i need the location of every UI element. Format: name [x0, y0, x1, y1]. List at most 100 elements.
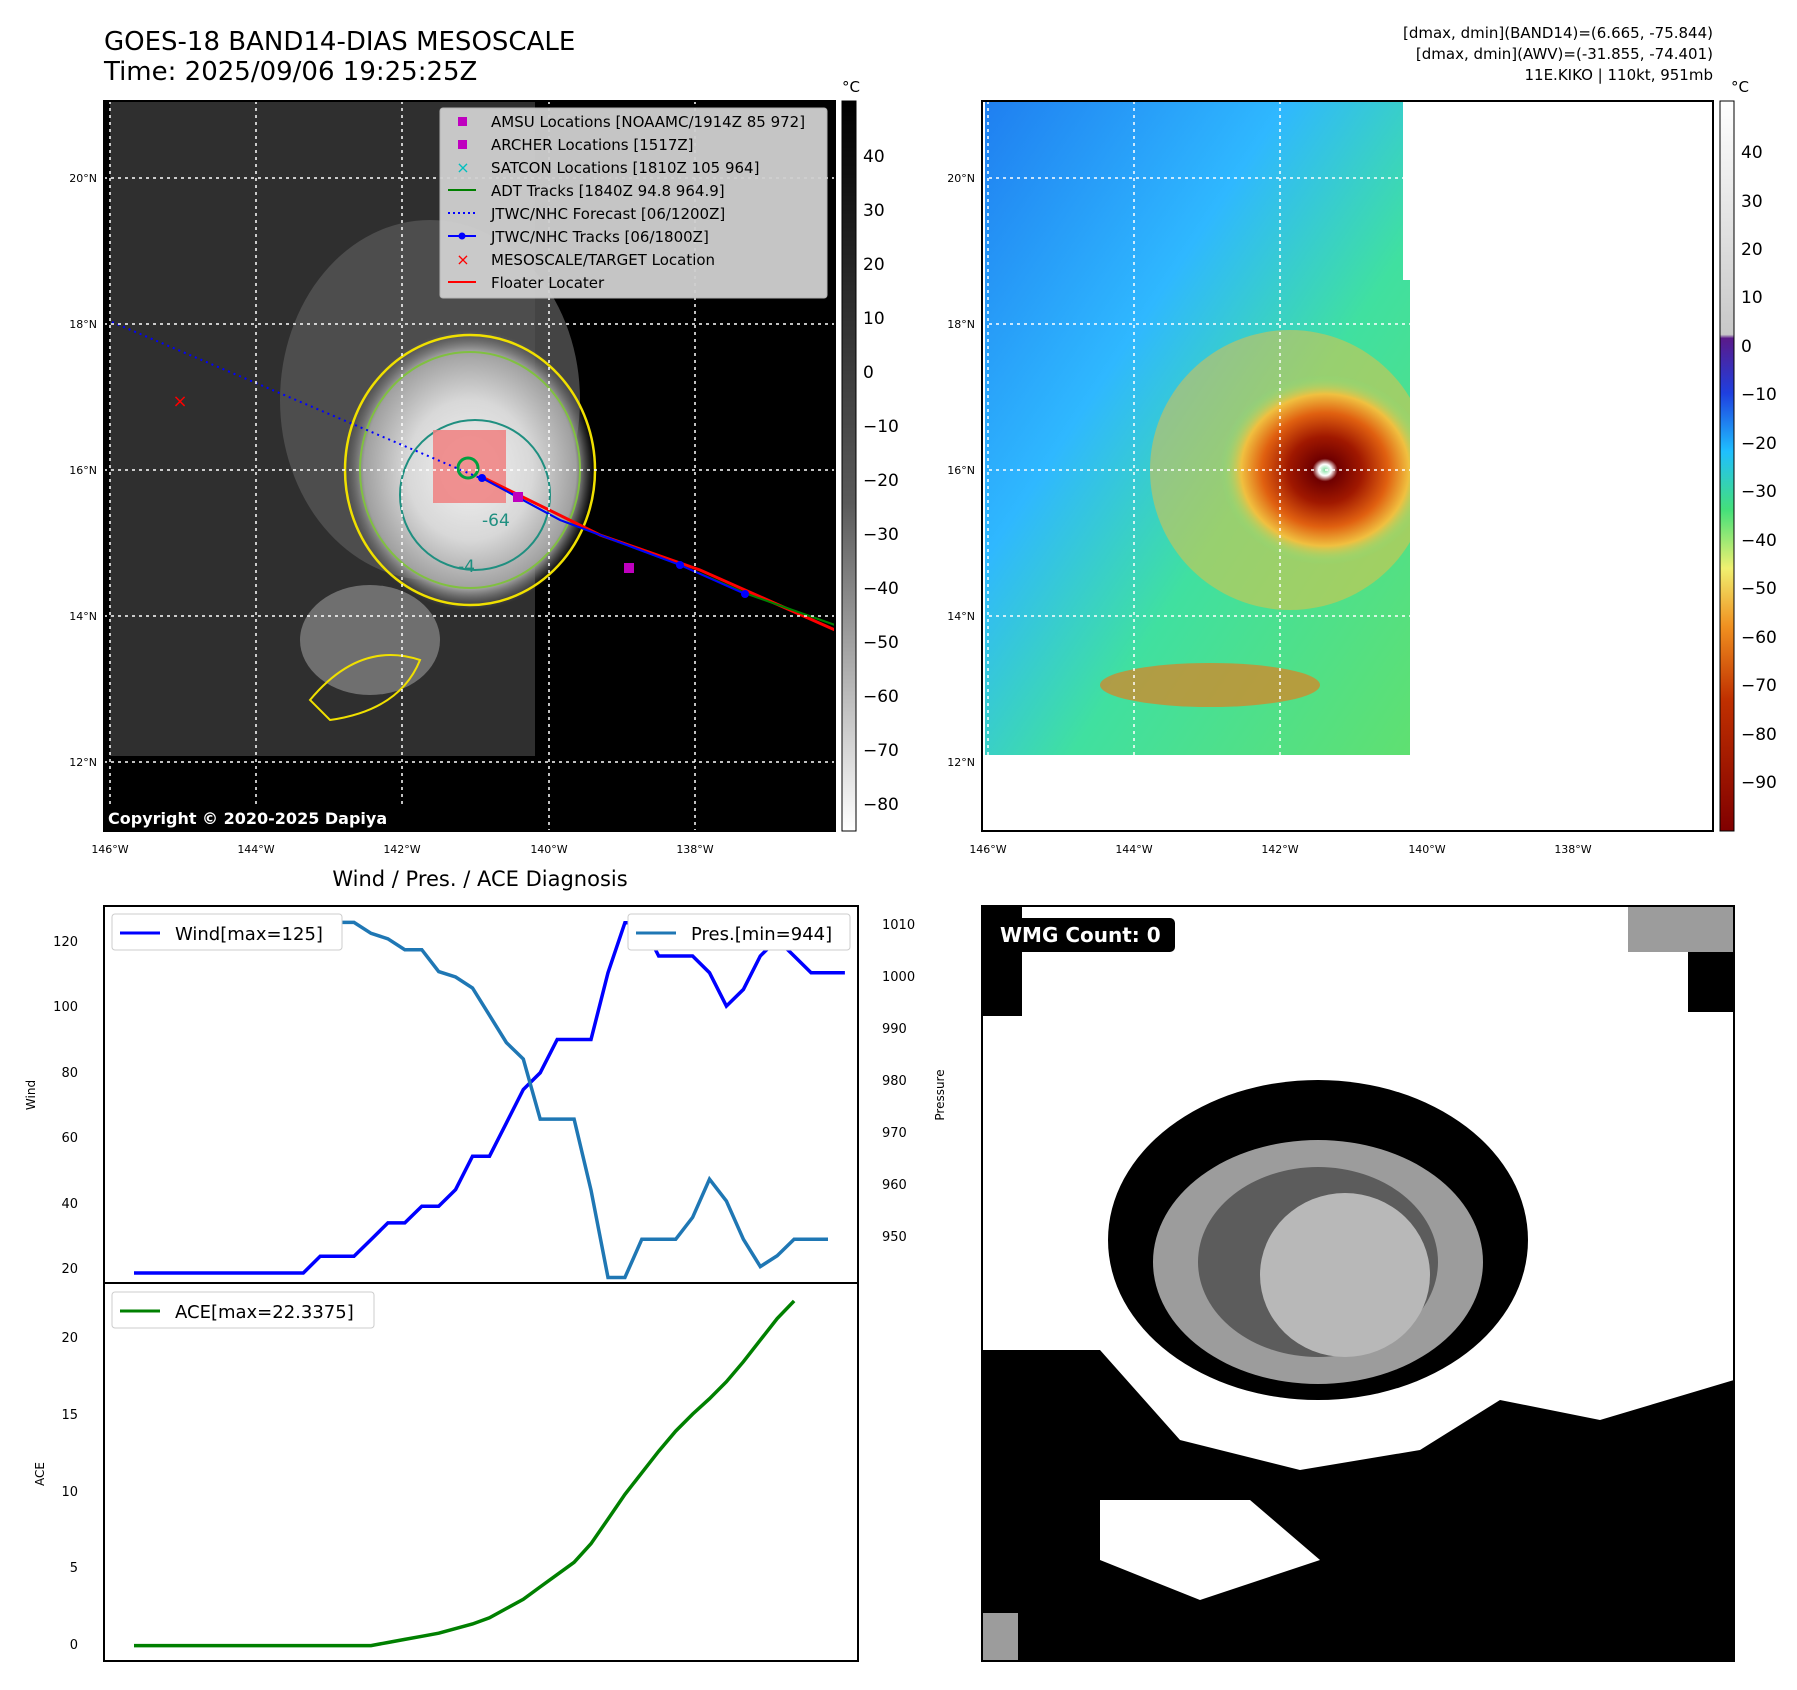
ir-colorbar-unit: °C: [842, 78, 860, 96]
ir-legend: × × AMSU Locations [NOAAMC/1914Z 85 972]…: [439, 107, 828, 299]
ace-ytick: 20: [61, 1331, 78, 1346]
ir-lon-label: 144°W: [237, 843, 274, 856]
wmg-white-patch: [1100, 1500, 1320, 1600]
awv-cb-tick: 0: [1741, 337, 1752, 357]
pres-ytick: 960: [882, 1178, 907, 1193]
awv-cb-tick: −10: [1741, 385, 1777, 405]
pres-ytick: 950: [882, 1230, 907, 1245]
wmg-bottom-gray: [982, 1613, 1018, 1661]
legend-marker-target: ×: [456, 250, 469, 269]
legend-label: JTWC/NHC Forecast [06/1200Z]: [490, 205, 725, 223]
ir-cb-tick: −70: [863, 741, 899, 761]
ir-lon-label: 146°W: [91, 843, 128, 856]
legend-label: AMSU Locations [NOAAMC/1914Z 85 972]: [491, 113, 805, 131]
info-awv-range: [dmax, dmin](AWV)=(-31.855, -74.401): [1416, 45, 1713, 63]
legend-label: JTWC/NHC Tracks [06/1800Z]: [490, 228, 709, 246]
pres-legend-label: Pres.[min=944]: [691, 924, 832, 945]
jtwc-track-point: [676, 561, 684, 569]
wmg-eye: [1260, 1193, 1430, 1357]
pres-axis-label: Pressure: [933, 1069, 947, 1120]
ir-cb-tick: 30: [863, 201, 885, 221]
ir-cb-tick: −60: [863, 687, 899, 707]
awv-map-panel: 20°N 18°N 16°N 14°N 12°N 146°W 144°W 142…: [947, 78, 1777, 856]
wind-yticks: 120 100 80 60 40 20: [53, 935, 78, 1277]
ace-yticks: 20 15 10 5 0: [61, 1331, 78, 1653]
ir-cb-tick: −30: [863, 525, 899, 545]
awv-colorbar-unit: °C: [1731, 78, 1749, 96]
awv-lat-label: 16°N: [947, 464, 975, 477]
ir-lat-label: 16°N: [69, 464, 97, 477]
ir-legend-box: [439, 107, 828, 299]
floater-box: [433, 430, 506, 503]
legend-label: ARCHER Locations [1517Z]: [491, 136, 694, 154]
awv-lon-label: 140°W: [1408, 843, 1445, 856]
ir-lat-label: 12°N: [69, 756, 97, 769]
floater-locater-line: [479, 474, 836, 632]
wind-axis-label: Wind: [24, 1080, 38, 1110]
pres-legend-box: [627, 913, 851, 951]
awv-cb-tick: 20: [1741, 240, 1763, 260]
awv-cb-tick: −40: [1741, 531, 1777, 551]
ir-lon-label: 140°W: [530, 843, 567, 856]
awv-lat-label: 14°N: [947, 610, 975, 623]
wind-ytick: 100: [53, 1000, 78, 1015]
wind-ytick: 20: [61, 1262, 78, 1277]
contour-label-4: -4: [458, 557, 475, 577]
legend-label: Floater Locater: [491, 274, 605, 292]
target-location-marker: ×: [172, 391, 187, 412]
awv-blank-area: [1410, 101, 1713, 831]
pres-ytick: 990: [882, 1022, 907, 1037]
ir-lat-label: 20°N: [69, 172, 97, 185]
archer-marker: [513, 492, 523, 502]
legend-marker-tracks-dot: [458, 232, 466, 240]
awv-lon-label: 146°W: [969, 843, 1006, 856]
awv-cb-tick: 10: [1741, 288, 1763, 308]
ir-cb-tick: −80: [863, 795, 899, 815]
ace-legend-box: [111, 1291, 375, 1329]
awv-lon-label: 142°W: [1261, 843, 1298, 856]
pres-ytick: 1000: [882, 970, 915, 985]
ir-cb-tick: −50: [863, 633, 899, 653]
info-storm: 11E.KIKO | 110kt, 951mb: [1524, 66, 1713, 84]
wmg-badge: WMG Count: 0: [1000, 923, 1161, 947]
jtwc-forecast-line: [111, 321, 481, 479]
awv-rainband: [1100, 663, 1320, 707]
ir-cb-tick: −20: [863, 471, 899, 491]
ir-lat-label: 18°N: [69, 318, 97, 331]
awv-map-frame: [981, 100, 1714, 832]
pres-ytick: 1010: [882, 918, 915, 933]
ir-cb-tick: −40: [863, 579, 899, 599]
amsu-marker: [624, 563, 634, 573]
legend-label: MESOSCALE/TARGET Location: [491, 251, 715, 269]
awv-cb-tick: −30: [1741, 482, 1777, 502]
ace-legend-label: ACE[max=22.3375]: [175, 1302, 354, 1323]
wind-ytick: 80: [61, 1066, 78, 1081]
ace-ytick: 5: [70, 1561, 78, 1576]
wind-ytick: 60: [61, 1131, 78, 1146]
wind-ytick: 120: [53, 935, 78, 950]
ir-lat-label: 14°N: [69, 610, 97, 623]
ace-series-line: [134, 1299, 796, 1648]
wmg-badge-box: [991, 918, 1175, 952]
ace-plot: [134, 1299, 796, 1648]
legend-marker-satcon: ×: [456, 158, 469, 177]
wind-legend-box: [111, 913, 343, 951]
ir-lon-label: 142°W: [383, 843, 420, 856]
ace-ytick: 0: [70, 1638, 78, 1653]
awv-lat-label: 20°N: [947, 172, 975, 185]
ir-cb-tick: 0: [863, 363, 874, 383]
ir-colorbar-ticks: 40 30 20 10 0 −10 −20 −30 −40 −50 −60 −7…: [863, 147, 899, 815]
awv-lat-label: 12°N: [947, 756, 975, 769]
ir-cb-tick: 20: [863, 255, 885, 275]
wind-ytick: 40: [61, 1197, 78, 1212]
diagnosis-title: Wind / Pres. / ACE Diagnosis: [332, 867, 627, 891]
ir-colorbar: [841, 100, 857, 832]
contour-label-64: -64: [482, 511, 510, 531]
info-band14-range: [dmax, dmin](BAND14)=(6.665, -75.844): [1403, 24, 1713, 42]
wmg-panel: WMG Count: 0: [981, 905, 1735, 1662]
awv-colorbar: [1719, 100, 1735, 832]
ir-contour-teal: [399, 419, 551, 571]
wmg-corner-gray: [1628, 906, 1734, 952]
awv-cb-tick: 30: [1741, 192, 1763, 212]
ir-rainband: [300, 585, 440, 695]
